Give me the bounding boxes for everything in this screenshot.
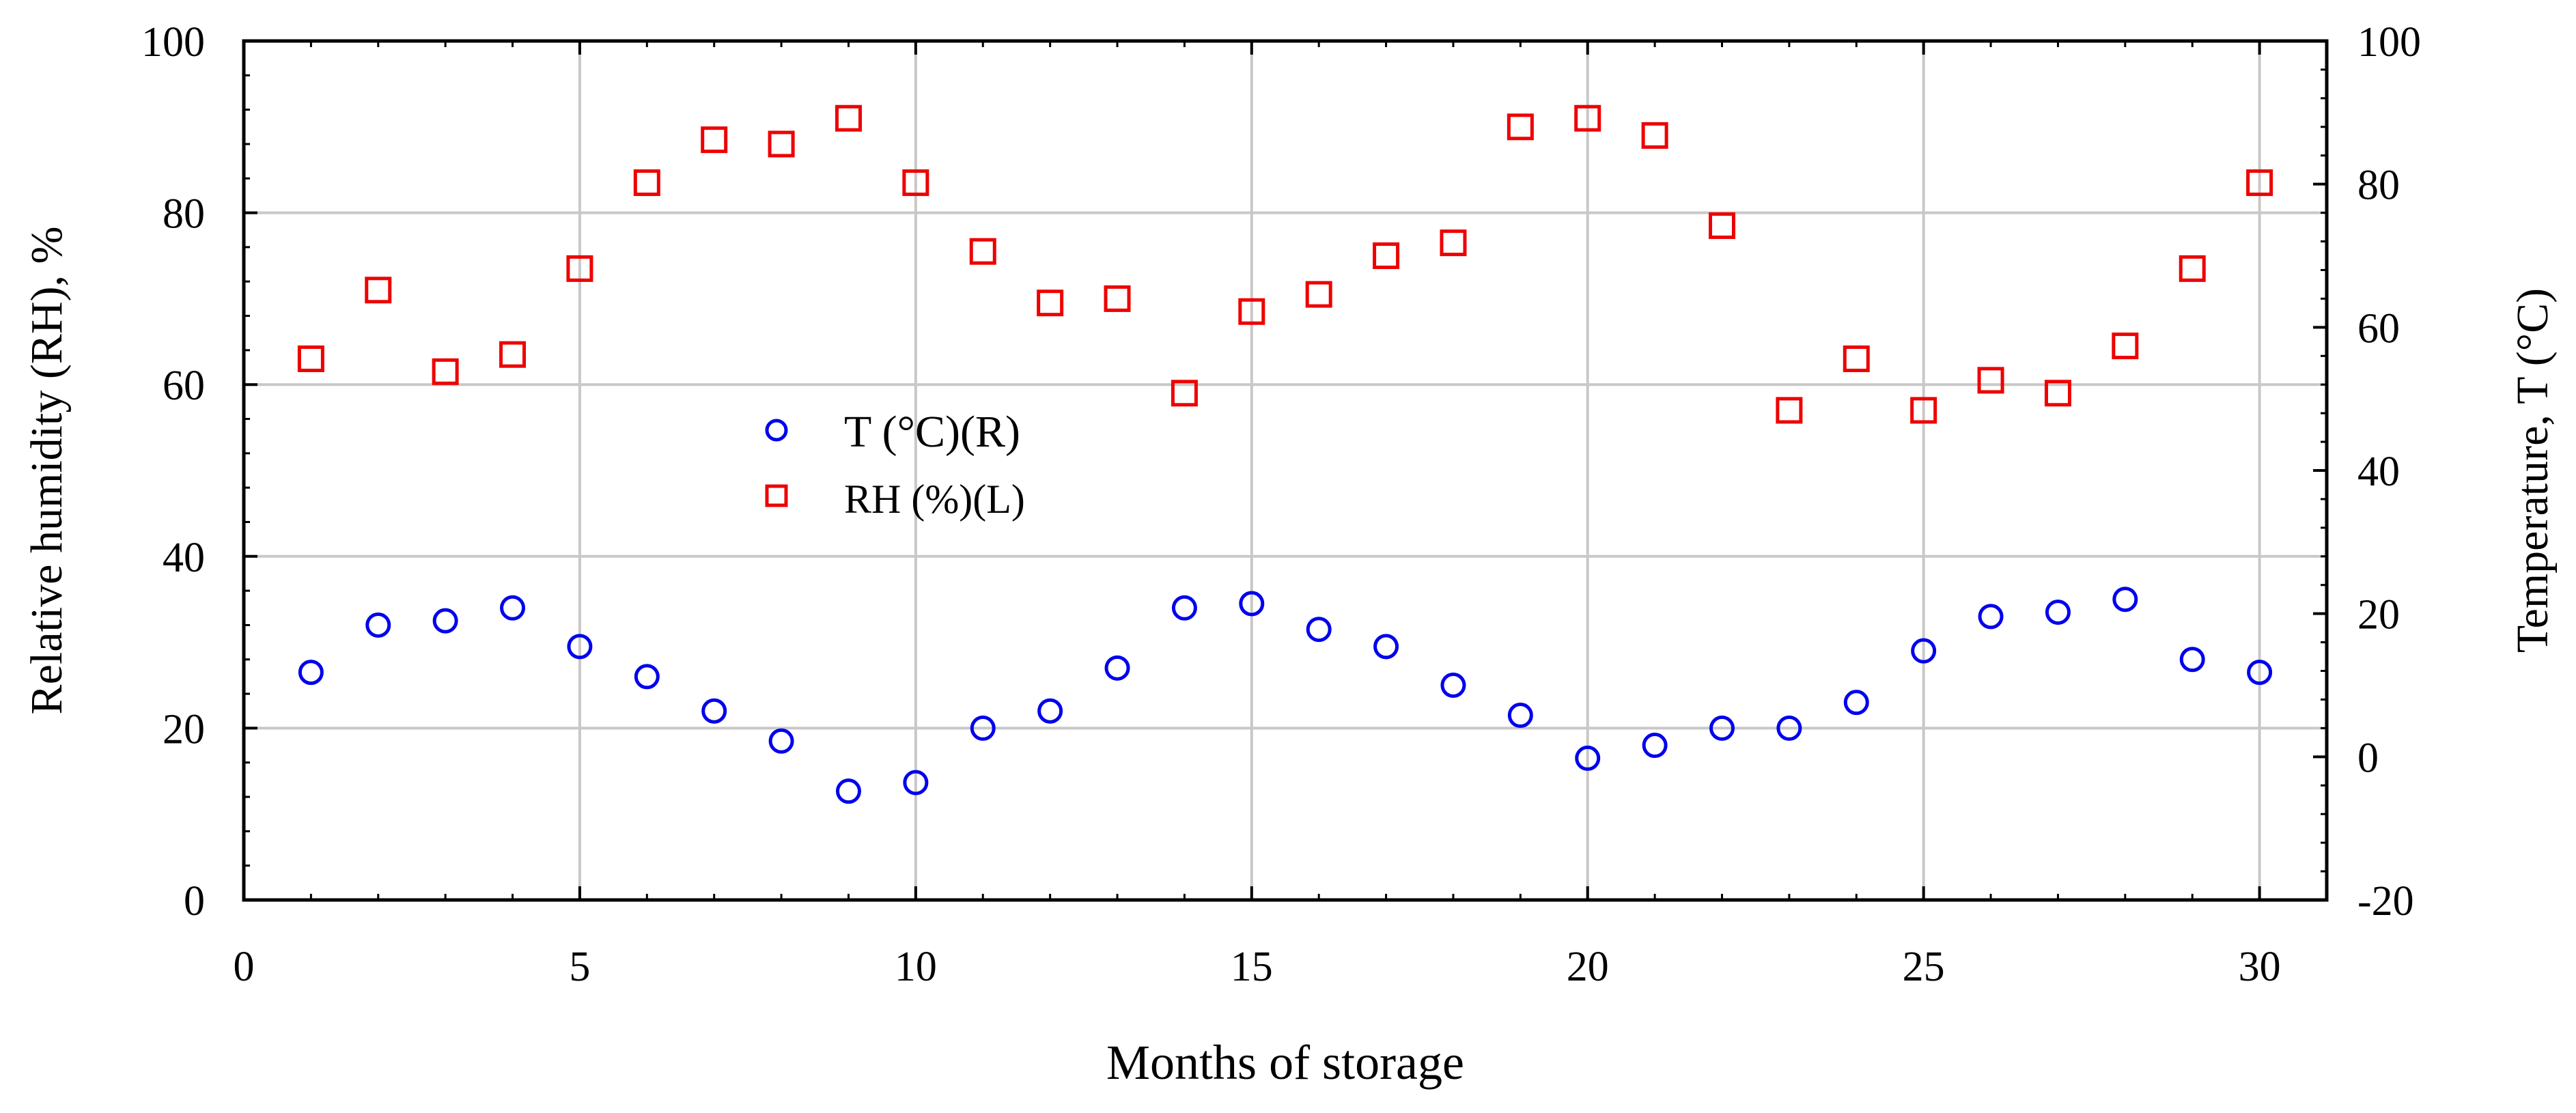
- humidity-point: [969, 238, 996, 265]
- temperature-point: [1575, 745, 1601, 771]
- temperature-point: [2179, 647, 2205, 673]
- y-right-tick-label: 0: [2357, 735, 2379, 781]
- axis-ticks: [242, 40, 2328, 901]
- humidity-point: [1709, 212, 1736, 239]
- humidity-point: [566, 255, 593, 282]
- humidity-point: [2044, 380, 2071, 407]
- temperature-point: [1507, 703, 1533, 729]
- temperature-point: [432, 608, 458, 634]
- temperature-point: [701, 698, 727, 724]
- humidity-point: [499, 341, 527, 368]
- temperature-point: [835, 778, 861, 804]
- humidity-point: [1910, 397, 1937, 424]
- humidity-point: [1171, 380, 1198, 407]
- humidity-point: [701, 126, 728, 154]
- y-left-tick-label: 80: [163, 191, 205, 238]
- x-tick-label: 15: [1231, 944, 1273, 990]
- temperature-point: [567, 634, 593, 660]
- humidity-point: [1104, 285, 1131, 312]
- humidity-point: [1574, 104, 1601, 132]
- humidity-point: [365, 277, 392, 304]
- temperature-point: [1776, 715, 1802, 741]
- temperature-point: [1911, 638, 1937, 664]
- legend: T (°C)(R) RH (%)(L): [765, 407, 1025, 522]
- temperature-point: [1642, 733, 1668, 759]
- y-left-tick-label: 40: [163, 535, 205, 581]
- legend-temperature-label: T (°C)(R): [844, 407, 1020, 457]
- y-axis-left-title: Relative humidity (RH), %: [22, 227, 72, 715]
- humidity-point: [1507, 113, 1534, 141]
- y-left-tick-label: 60: [163, 363, 205, 409]
- temperature-point: [500, 595, 526, 621]
- humidity-point: [768, 130, 795, 158]
- temperature-point: [768, 728, 794, 754]
- humidity-point: [297, 345, 324, 372]
- humidity-point: [1037, 290, 1064, 317]
- temperature-point: [365, 612, 391, 638]
- grid-lines: [244, 41, 2327, 900]
- plot-area-frame: [242, 39, 2329, 902]
- humidity-point: [1641, 122, 1668, 149]
- temperature-point: [1440, 673, 1466, 698]
- x-tick-label: 0: [234, 944, 255, 990]
- temperature-point: [2112, 587, 2138, 612]
- temperature-point: [2247, 660, 2273, 686]
- y-left-tick-label: 100: [141, 19, 205, 66]
- humidity-point: [633, 169, 660, 197]
- x-axis-title: Months of storage: [1106, 1035, 1464, 1090]
- temperature-point: [1037, 698, 1063, 724]
- legend-humidity-label: RH (%)(L): [844, 477, 1025, 522]
- legend-temperature-marker: [765, 419, 788, 442]
- humidity-point: [902, 169, 929, 197]
- temperature-point: [1709, 715, 1735, 741]
- y-right-tick-label: 100: [2357, 19, 2421, 66]
- humidity-point: [2112, 333, 2139, 360]
- y-right-tick-label: 40: [2357, 449, 2400, 495]
- temperature-point: [298, 660, 324, 686]
- temperature-point: [2045, 600, 2071, 625]
- temperature-point: [1306, 617, 1332, 643]
- y-right-tick-label: -20: [2357, 878, 2414, 925]
- y-left-tick-label: 0: [184, 878, 205, 925]
- axis-tick-labels: 0 5 10 15 20 25 30 0 20 40 60 80 100 -20 0 20 40 60 80 100: [141, 19, 2421, 990]
- temperature-point: [1978, 604, 2004, 630]
- temperature-point: [903, 770, 929, 795]
- temperature-point: [1104, 655, 1130, 681]
- temperature-point: [1171, 595, 1197, 621]
- humidity-point: [432, 358, 459, 385]
- temperature-point: [1373, 634, 1399, 660]
- humidity-point: [1305, 281, 1332, 308]
- humidity-point: [835, 104, 862, 132]
- y-right-tick-label: 60: [2357, 305, 2400, 352]
- humidity-point: [1843, 345, 1870, 372]
- x-tick-label: 25: [1903, 944, 1945, 990]
- temperature-point: [1843, 690, 1869, 716]
- x-tick-label: 10: [895, 944, 937, 990]
- temperature-point: [970, 715, 996, 741]
- humidity-point: [2246, 169, 2273, 197]
- y-right-tick-label: 80: [2357, 163, 2400, 209]
- x-tick-label: 30: [2239, 944, 2281, 990]
- x-tick-label: 20: [1567, 944, 1609, 990]
- temperature-point: [1239, 591, 1265, 617]
- humidity-point: [2179, 255, 2206, 282]
- y-left-tick-label: 20: [163, 706, 205, 752]
- x-tick-label: 5: [569, 944, 590, 990]
- humidity-point: [1776, 397, 1803, 424]
- humidity-point: [1373, 242, 1400, 269]
- humidity-point: [1238, 298, 1265, 325]
- humidity-point: [1977, 367, 2004, 394]
- legend-humidity-marker: [765, 484, 788, 507]
- y-axis-right-title: Temperature, T (°C): [2508, 288, 2558, 653]
- y-right-tick-label: 20: [2357, 592, 2400, 638]
- data-markers: [297, 104, 2273, 804]
- humidity-point: [1440, 229, 1467, 257]
- temperature-point: [634, 664, 660, 690]
